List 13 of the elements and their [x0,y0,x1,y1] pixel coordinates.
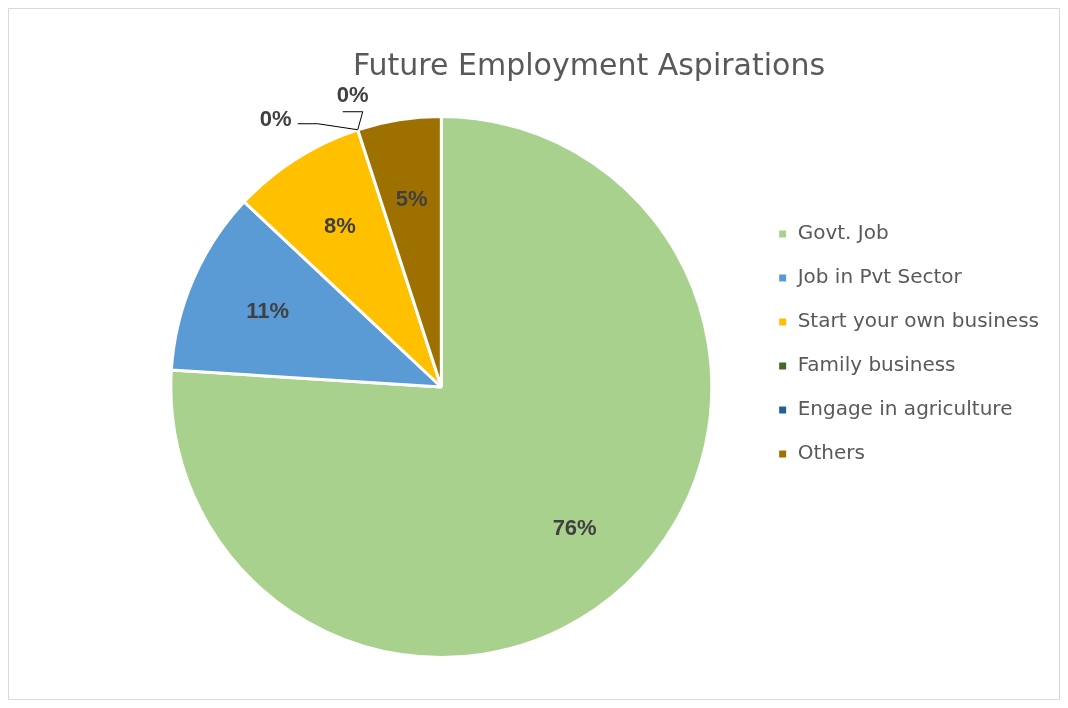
data-label: 11% [246,297,289,323]
data-label: 8% [323,213,356,239]
legend-label: Start your own business [797,308,1040,333]
legend-label: Job in Pvt Sector [795,264,963,289]
legend-label: Govt. Job [797,220,889,245]
chart-title: Future Employment Aspirations [352,46,826,82]
text: 0% [336,81,369,107]
legend-label: Family business [797,352,956,377]
legend-label: Others [797,440,865,465]
data-label: 76% [552,515,597,541]
data-label: 5% [395,186,428,212]
text: 0% [259,105,292,131]
legend-label: Engage in agriculture [797,396,1013,421]
